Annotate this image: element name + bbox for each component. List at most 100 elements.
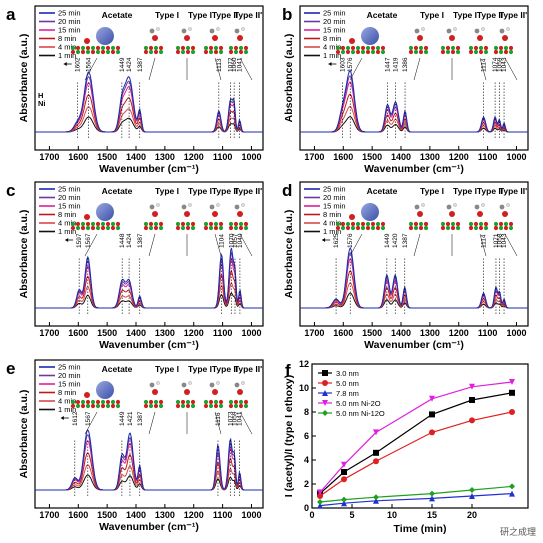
- atom-icon: [335, 221, 341, 227]
- atom-icon: [85, 45, 91, 51]
- x-axis-label: Wavenumber (cm⁻¹): [364, 163, 464, 175]
- atom-icon: [212, 389, 218, 395]
- peak-label: 1424: [126, 233, 133, 248]
- atom-icon: [449, 35, 455, 41]
- data-point: [341, 461, 347, 468]
- legend-label: 15 min: [58, 26, 81, 35]
- peak-label: 1116: [215, 412, 222, 426]
- atom-icon: [340, 49, 346, 55]
- atom-icon: [375, 49, 381, 55]
- peak-label: 1448: [119, 233, 126, 248]
- atom-icon: [152, 211, 158, 217]
- legend-label: 7.8 nm: [336, 389, 359, 398]
- legend-label: 3.0 nm: [336, 369, 359, 378]
- peak-label: 1420: [392, 233, 399, 248]
- atom-icon: [110, 49, 116, 55]
- x-tick-label: 1700: [39, 510, 59, 520]
- peak-label: 1421: [127, 411, 134, 426]
- data-point: [322, 400, 328, 406]
- atom-icon: [143, 221, 149, 227]
- molecule-inset-icon: [493, 27, 514, 55]
- atom-icon: [499, 204, 505, 210]
- atom-icon: [233, 49, 239, 55]
- series-line: [319, 485, 513, 503]
- molecule-inset-icon: [408, 27, 429, 55]
- atom-icon: [153, 45, 159, 51]
- peak-label: 1387: [137, 411, 144, 426]
- atom-icon: [340, 45, 346, 51]
- atom-icon: [148, 49, 154, 55]
- atom-icon: [408, 49, 414, 55]
- atom-icon: [449, 211, 455, 217]
- atom-icon: [483, 49, 489, 55]
- type-label: Type II': [499, 186, 527, 196]
- atom-icon: [105, 403, 111, 409]
- x-tick-label: 1300: [155, 510, 175, 520]
- plot-frame: [299, 5, 529, 151]
- atom-icon: [110, 403, 116, 409]
- x-tick-label: 1200: [449, 152, 469, 162]
- legend-label: 15 min: [323, 26, 346, 35]
- atom-icon: [75, 403, 81, 409]
- peak-label: 1041: [237, 57, 244, 72]
- legend-label: 8 min: [58, 210, 76, 219]
- x-axis-label: Wavenumber (cm⁻¹): [99, 163, 199, 175]
- atom-icon: [95, 49, 101, 55]
- type-label: Type II': [234, 364, 262, 374]
- peak-label: 1449: [119, 57, 126, 72]
- atom-icon: [190, 399, 196, 405]
- peak-label: 1567: [85, 411, 92, 426]
- atom-icon: [228, 49, 234, 55]
- legend-label: 4 min: [323, 43, 341, 52]
- atom-icon: [238, 49, 244, 55]
- atom-icon: [148, 221, 154, 227]
- atom-icon: [237, 389, 243, 395]
- x-tick-label: 1500: [97, 328, 117, 338]
- atom-icon: [234, 382, 240, 388]
- legend-label: 1 min: [58, 227, 76, 236]
- atom-icon: [190, 403, 196, 409]
- data-point: [469, 383, 475, 390]
- data-point: [373, 458, 379, 465]
- atom-icon: [473, 45, 479, 51]
- atom-icon: [115, 399, 121, 405]
- atom-icon: [481, 27, 485, 31]
- molecule-inset-icon: [175, 381, 196, 409]
- atom-icon: [190, 221, 196, 227]
- legend-label: 20 min: [58, 193, 81, 202]
- atom-icon: [188, 381, 192, 385]
- atom-icon: [241, 381, 245, 385]
- type-label: Type I: [188, 364, 212, 374]
- atom-icon: [498, 49, 504, 55]
- atom-icon: [233, 221, 239, 227]
- atom-icon: [360, 225, 366, 231]
- type-label: Acetate: [102, 186, 133, 196]
- atom-icon: [423, 225, 429, 231]
- atom-icon: [493, 225, 499, 231]
- peak-label: 1114: [481, 234, 488, 248]
- atom-icon: [115, 225, 121, 231]
- atom-icon: [440, 221, 446, 227]
- atom-icon: [181, 204, 187, 210]
- atom-icon: [70, 221, 76, 227]
- atom-icon: [95, 399, 101, 405]
- atom-icon: [370, 45, 376, 51]
- panel-f: f 0 5 10 15 20 0 2 4 6 8 10 12 Time (min) I (acetyl)/I…: [283, 359, 529, 535]
- atom-icon: [350, 221, 356, 227]
- atom-icon: [474, 204, 480, 210]
- atom-icon: [508, 45, 514, 51]
- atom-icon: [418, 221, 424, 227]
- peak-label: 1387: [137, 57, 144, 72]
- atom-icon: [175, 221, 181, 227]
- x-tick-label: 1100: [213, 328, 233, 338]
- atom-icon: [450, 225, 456, 231]
- data-point: [322, 370, 328, 376]
- atom-icon: [218, 225, 224, 231]
- atom-icon: [421, 203, 425, 207]
- legend-label: 20 min: [323, 17, 346, 26]
- atom-icon: [243, 49, 249, 55]
- atom-icon: [80, 45, 86, 51]
- atom-icon: [75, 225, 81, 231]
- atom-icon: [445, 225, 451, 231]
- y-tick-label: 4: [304, 455, 309, 465]
